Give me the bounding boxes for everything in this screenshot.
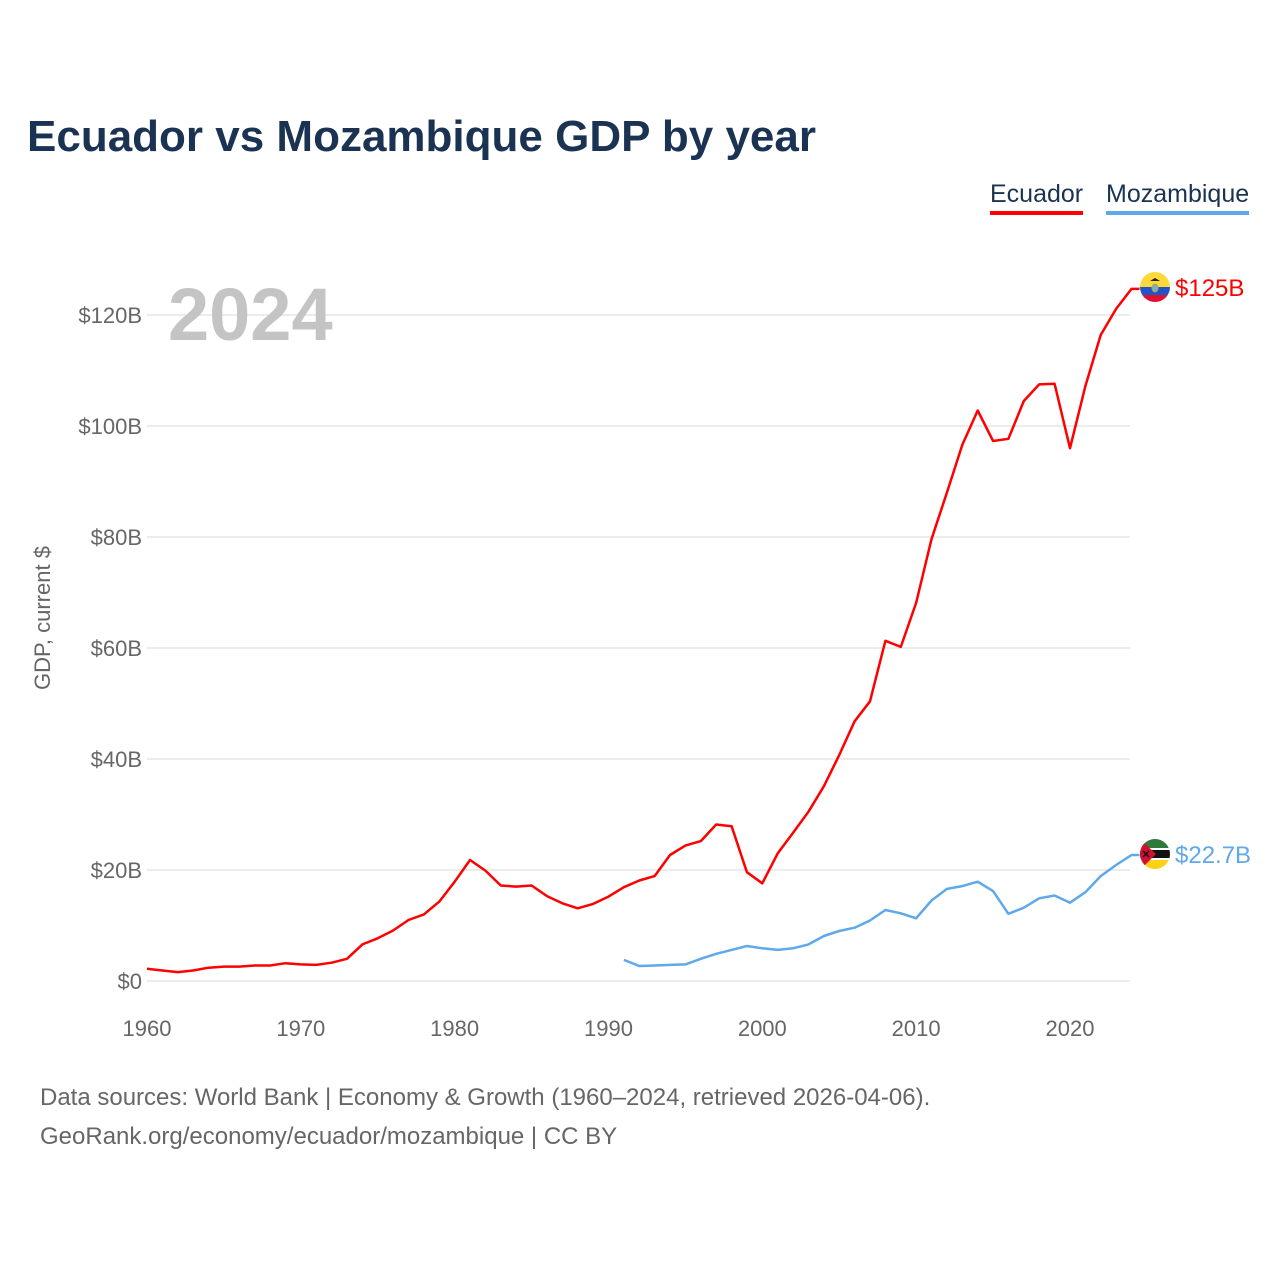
x-tick-label: 1990 bbox=[584, 1016, 633, 1041]
footer-link[interactable]: GeoRank.org/economy/ecuador/mozambique |… bbox=[40, 1123, 618, 1150]
y-tick-label: $0 bbox=[118, 969, 142, 994]
y-axis-label: GDP, current $ bbox=[30, 546, 55, 690]
end-value-label-mozambique: $22.7B bbox=[1175, 842, 1251, 869]
y-tick-label: $100B bbox=[78, 414, 142, 439]
x-tick-label: 1980 bbox=[430, 1016, 479, 1041]
footer-sources: Data sources: World Bank | Economy & Gro… bbox=[40, 1084, 931, 1111]
ecuador-flag-icon bbox=[1140, 272, 1170, 302]
end-value-label-ecuador: $125B bbox=[1175, 275, 1244, 302]
y-tick-label: $20B bbox=[91, 858, 142, 883]
legend-item-mozambique[interactable]: Mozambique bbox=[1106, 180, 1250, 215]
chart-title: Ecuador vs Mozambique GDP by year bbox=[27, 112, 816, 161]
mozambique-flag-icon bbox=[1140, 839, 1170, 869]
y-tick-label: $40B bbox=[91, 747, 142, 772]
x-tick-label: 2010 bbox=[892, 1016, 941, 1041]
y-tick-label: $120B bbox=[78, 303, 142, 328]
y-tick-label: $60B bbox=[91, 636, 142, 661]
x-tick-label: 1970 bbox=[276, 1016, 325, 1041]
x-tick-label: 2000 bbox=[738, 1016, 787, 1041]
series-line-mozambique bbox=[623, 853, 1140, 968]
series-line-ecuador bbox=[146, 287, 1140, 974]
legend-item-ecuador[interactable]: Ecuador bbox=[990, 180, 1084, 215]
y-tick-label: $80B bbox=[91, 525, 142, 550]
current-year-label: 2024 bbox=[168, 273, 333, 356]
x-tick-label: 2020 bbox=[1046, 1016, 1095, 1041]
x-tick-label: 1960 bbox=[123, 1016, 172, 1041]
